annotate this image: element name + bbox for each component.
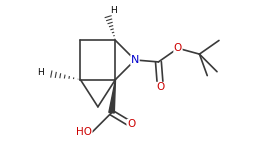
Text: N: N	[131, 55, 139, 65]
Text: O: O	[127, 119, 135, 129]
Text: H: H	[38, 68, 44, 77]
Text: HO: HO	[76, 127, 92, 137]
Text: O: O	[156, 82, 164, 92]
Text: O: O	[174, 43, 182, 53]
Polygon shape	[109, 80, 116, 113]
Text: H: H	[110, 6, 117, 15]
